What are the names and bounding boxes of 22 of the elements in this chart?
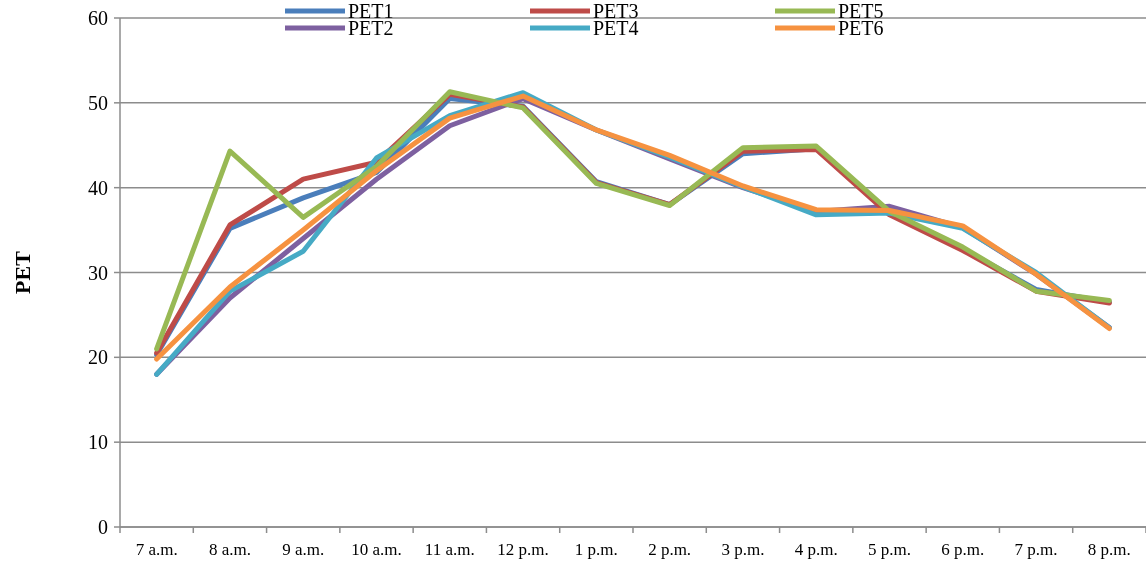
x-tick-label: 6 p.m. — [941, 540, 985, 559]
x-tick-label: 5 p.m. — [868, 540, 911, 559]
x-tick-label: 7 p.m. — [1014, 540, 1058, 559]
y-tick-label: 20 — [88, 346, 108, 369]
x-tick-label: 4 p.m. — [794, 540, 838, 559]
y-tick-label: 0 — [98, 516, 108, 538]
y-tick-label: 40 — [88, 176, 108, 199]
y-tick-label: 50 — [88, 91, 108, 114]
x-tick-label: 2 p.m. — [648, 540, 692, 559]
x-tick-label: 12 p.m. — [497, 540, 549, 559]
x-tick-label: 8 p.m. — [1087, 540, 1131, 559]
x-tick-label: 11 a.m. — [424, 540, 475, 559]
y-tick-label: 60 — [88, 7, 108, 29]
y-tick-label: 30 — [88, 261, 108, 284]
y-tick-label: 10 — [88, 431, 108, 454]
x-tick-label: 1 p.m. — [574, 540, 618, 559]
x-tick-label: 7 a.m. — [135, 540, 178, 559]
y-axis-title: PET — [10, 250, 35, 294]
x-tick-label: 9 a.m. — [282, 540, 325, 559]
x-tick-label: 10 a.m. — [351, 540, 402, 559]
x-tick-label: 3 p.m. — [721, 540, 765, 559]
x-tick-label: 8 a.m. — [208, 540, 251, 559]
